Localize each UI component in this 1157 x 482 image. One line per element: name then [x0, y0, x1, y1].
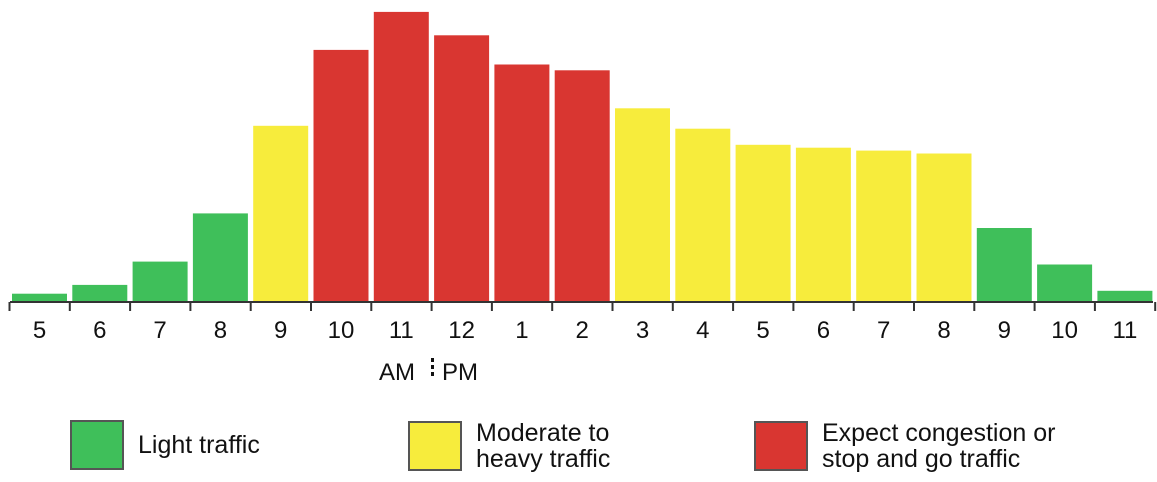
- legend-swatch-moderate: [408, 421, 462, 471]
- legend-swatch-light: [70, 420, 124, 470]
- bar-17: [1037, 264, 1093, 301]
- legend-item-heavy: Expect congestion or stop and go traffic: [754, 420, 1055, 472]
- bar-18: [1097, 290, 1153, 301]
- tick-label-14: 7: [877, 317, 890, 344]
- legend-label-line: Light traffic: [138, 431, 260, 459]
- legend-label-light: Light traffic: [138, 432, 260, 458]
- tick-label-9: 2: [576, 317, 589, 344]
- legend-item-moderate: Moderate to heavy traffic: [408, 420, 610, 472]
- legend-swatch-heavy: [754, 421, 808, 471]
- tick-label-10: 3: [636, 317, 649, 344]
- tick-label-17: 10: [1051, 317, 1078, 344]
- tick-label-4: 9: [274, 317, 287, 344]
- tick-label-7: 12: [448, 317, 475, 344]
- tick-label-6: 11: [389, 317, 414, 344]
- tick-label-11: 4: [696, 317, 709, 344]
- bar-4: [253, 125, 309, 301]
- bar-12: [735, 144, 791, 301]
- legend-label-line: Expect congestion or: [822, 419, 1056, 447]
- tick-label-15: 8: [937, 317, 950, 344]
- legend-label-line: heavy traffic: [476, 445, 611, 473]
- am-pm-divider: [431, 358, 434, 376]
- bar-15: [916, 153, 972, 301]
- tick-label-0: 5: [33, 317, 46, 344]
- traffic-bar-chart: 5 6 7 8 9 10 11 12 1 2 3 4 5 6 7 8 9 10 11 AM PM: [8, 11, 1157, 386]
- bar-13: [795, 147, 851, 301]
- bar-3: [192, 213, 248, 301]
- tick-label-8: 1: [515, 317, 528, 344]
- tick-label-2: 7: [153, 317, 166, 344]
- tick-label-12: 5: [756, 317, 769, 344]
- bar-16: [976, 228, 1032, 301]
- bars-group: [12, 11, 1153, 302]
- tick-label-1: 6: [93, 317, 106, 344]
- pm-label: PM: [442, 359, 478, 386]
- bar-9: [554, 70, 610, 301]
- tick-label-5: 10: [328, 317, 355, 344]
- bar-7: [434, 35, 490, 302]
- legend-label-line: stop and go traffic: [822, 445, 1021, 473]
- bar-6: [373, 11, 429, 302]
- legend: Light traffic Moderate to heavy traffic …: [0, 420, 1157, 480]
- bar-2: [132, 261, 188, 301]
- x-tick-labels: 5 6 7 8 9 10 11 12 1 2 3 4 5 6 7 8 9 10 11: [33, 317, 1138, 344]
- tick-label-3: 8: [214, 317, 227, 344]
- bar-1: [72, 284, 128, 301]
- tick-label-18: 11: [1112, 317, 1137, 344]
- bar-14: [856, 150, 912, 301]
- x-tick-marks: [8, 302, 1157, 311]
- bar-8: [494, 64, 550, 301]
- legend-item-light: Light traffic: [70, 420, 260, 470]
- legend-label-line: Moderate to: [476, 419, 610, 447]
- bar-11: [675, 128, 731, 301]
- tick-label-16: 9: [998, 317, 1011, 344]
- am-label: AM: [379, 359, 415, 386]
- bar-0: [12, 293, 67, 301]
- legend-label-heavy: Expect congestion or stop and go traffic: [822, 420, 1055, 472]
- bar-10: [615, 108, 670, 301]
- legend-label-moderate: Moderate to heavy traffic: [476, 420, 610, 472]
- bar-5: [313, 49, 369, 302]
- tick-label-13: 6: [817, 317, 830, 344]
